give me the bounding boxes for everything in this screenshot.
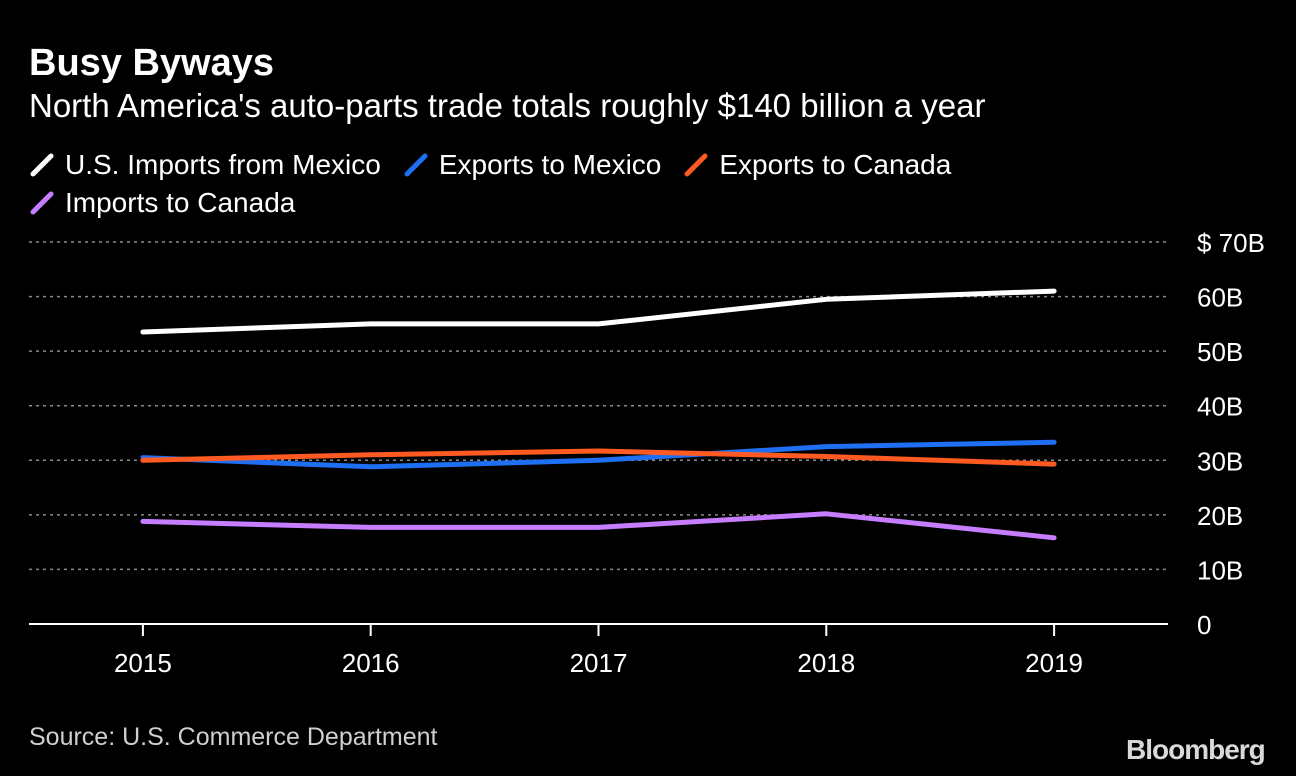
legend-item: Exports to Canada — [683, 148, 951, 182]
legend-swatch-icon — [684, 153, 708, 177]
y-tick-label: 30B — [1197, 446, 1243, 476]
legend: U.S. Imports from Mexico Exports to Mexic… — [29, 148, 1049, 220]
legend-item: Imports to Canada — [29, 186, 295, 220]
y-tick-label: 60B — [1197, 283, 1243, 313]
legend-label: Exports to Canada — [719, 149, 952, 180]
x-tick-label: 2018 — [797, 648, 855, 678]
chart-title: Busy Byways — [29, 42, 275, 84]
legend-item: Exports to Mexico — [403, 148, 662, 182]
legend-swatch-icon — [404, 153, 428, 177]
series-line-1 — [140, 439, 1057, 470]
x-tick-label: 2019 — [1025, 648, 1083, 678]
y-tick-label: 50B — [1197, 337, 1243, 367]
legend-swatch-icon — [30, 153, 54, 177]
x-tick-label: 2016 — [342, 648, 400, 678]
series-line-2 — [140, 448, 1057, 467]
legend-label: U.S. Imports from Mexico — [65, 149, 381, 180]
y-tick-label: 10B — [1197, 555, 1243, 585]
chart-subtitle: North America's auto-parts trade totals … — [29, 87, 986, 124]
y-tick-label: 20B — [1197, 501, 1243, 531]
series-line-0 — [140, 288, 1057, 335]
y-axis-labels: 0 10B 20B 30B 40B 50B 60B $ 70B — [1197, 228, 1265, 640]
bloomberg-logo: Bloomberg — [1126, 734, 1266, 765]
y-tick-label: $ 70B — [1197, 228, 1265, 258]
legend-label: Imports to Canada — [65, 187, 296, 218]
y-tick-label: 0 — [1197, 610, 1211, 640]
legend-label: Exports to Mexico — [438, 149, 662, 180]
series-line-3 — [140, 511, 1057, 541]
x-tick-label: 2015 — [114, 648, 172, 678]
source-note: Source: U.S. Commerce Department — [29, 723, 438, 751]
x-tick-label: 2017 — [570, 648, 628, 678]
x-axis: 2015 2016 2017 2018 2019 — [29, 623, 1168, 678]
series-lines — [140, 288, 1057, 541]
y-tick-label: 40B — [1197, 392, 1243, 422]
legend-swatch-icon — [30, 191, 54, 215]
legend-item: U.S. Imports from Mexico — [29, 148, 381, 182]
